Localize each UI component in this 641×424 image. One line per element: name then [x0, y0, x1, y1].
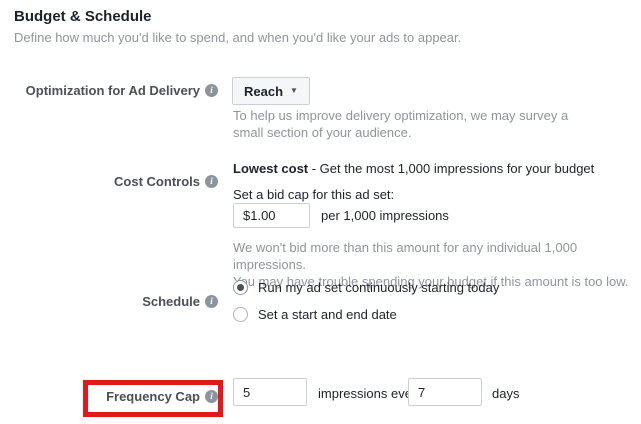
info-icon[interactable]: i — [205, 175, 218, 188]
frequency-unit-text: days — [492, 386, 520, 401]
bid-cap-input[interactable] — [233, 203, 310, 228]
radio-button-unselected[interactable] — [233, 307, 248, 322]
bid-cap-helper-text: We won't bid more than this amount for a… — [233, 240, 629, 289]
cost-controls-label: Cost Controls — [114, 174, 200, 189]
frequency-middle-text: impressions every — [318, 386, 423, 401]
info-icon[interactable]: i — [205, 84, 218, 97]
cost-strategy-line: Lowest cost - Get the most 1,000 impress… — [233, 161, 594, 176]
info-icon[interactable]: i — [205, 390, 218, 403]
bid-cap-label: Set a bid cap for this ad set: — [233, 187, 395, 202]
section-title: Budget & Schedule — [14, 8, 152, 25]
chevron-down-icon: ▼ — [290, 86, 298, 95]
schedule-option-continuous[interactable]: Run my ad set continuously starting toda… — [233, 280, 499, 295]
cost-controls-label-row: Cost Controls i — [14, 174, 218, 189]
schedule-option-continuous-label: Run my ad set continuously starting toda… — [258, 280, 500, 295]
optimization-dropdown-value: Reach — [244, 83, 284, 99]
schedule-option-start-end[interactable]: Set a start and end date — [233, 307, 397, 322]
section-subtitle: Define how much you'd like to spend, and… — [14, 30, 462, 45]
cost-strategy-description: - Get the most 1,000 impressions for you… — [308, 161, 595, 176]
frequency-cap-label: Frequency Cap — [106, 389, 200, 404]
optimization-dropdown[interactable]: Reach ▼ — [232, 77, 310, 105]
frequency-days-input[interactable] — [408, 378, 482, 406]
frequency-impressions-input[interactable] — [233, 378, 307, 406]
schedule-label-row: Schedule i — [14, 294, 218, 309]
optimization-label-row: Optimization for Ad Delivery i — [14, 83, 218, 98]
bid-cap-unit: per 1,000 impressions — [321, 208, 449, 223]
info-icon[interactable]: i — [205, 295, 218, 308]
cost-strategy-name: Lowest cost — [233, 161, 309, 176]
schedule-label: Schedule — [142, 294, 200, 309]
optimization-label: Optimization for Ad Delivery — [25, 83, 200, 98]
frequency-cap-label-row: Frequency Cap i — [14, 389, 218, 404]
schedule-option-start-end-label: Set a start and end date — [258, 307, 397, 322]
radio-button-selected[interactable] — [233, 280, 248, 295]
optimization-helper-text: To help us improve delivery optimization… — [233, 108, 569, 140]
